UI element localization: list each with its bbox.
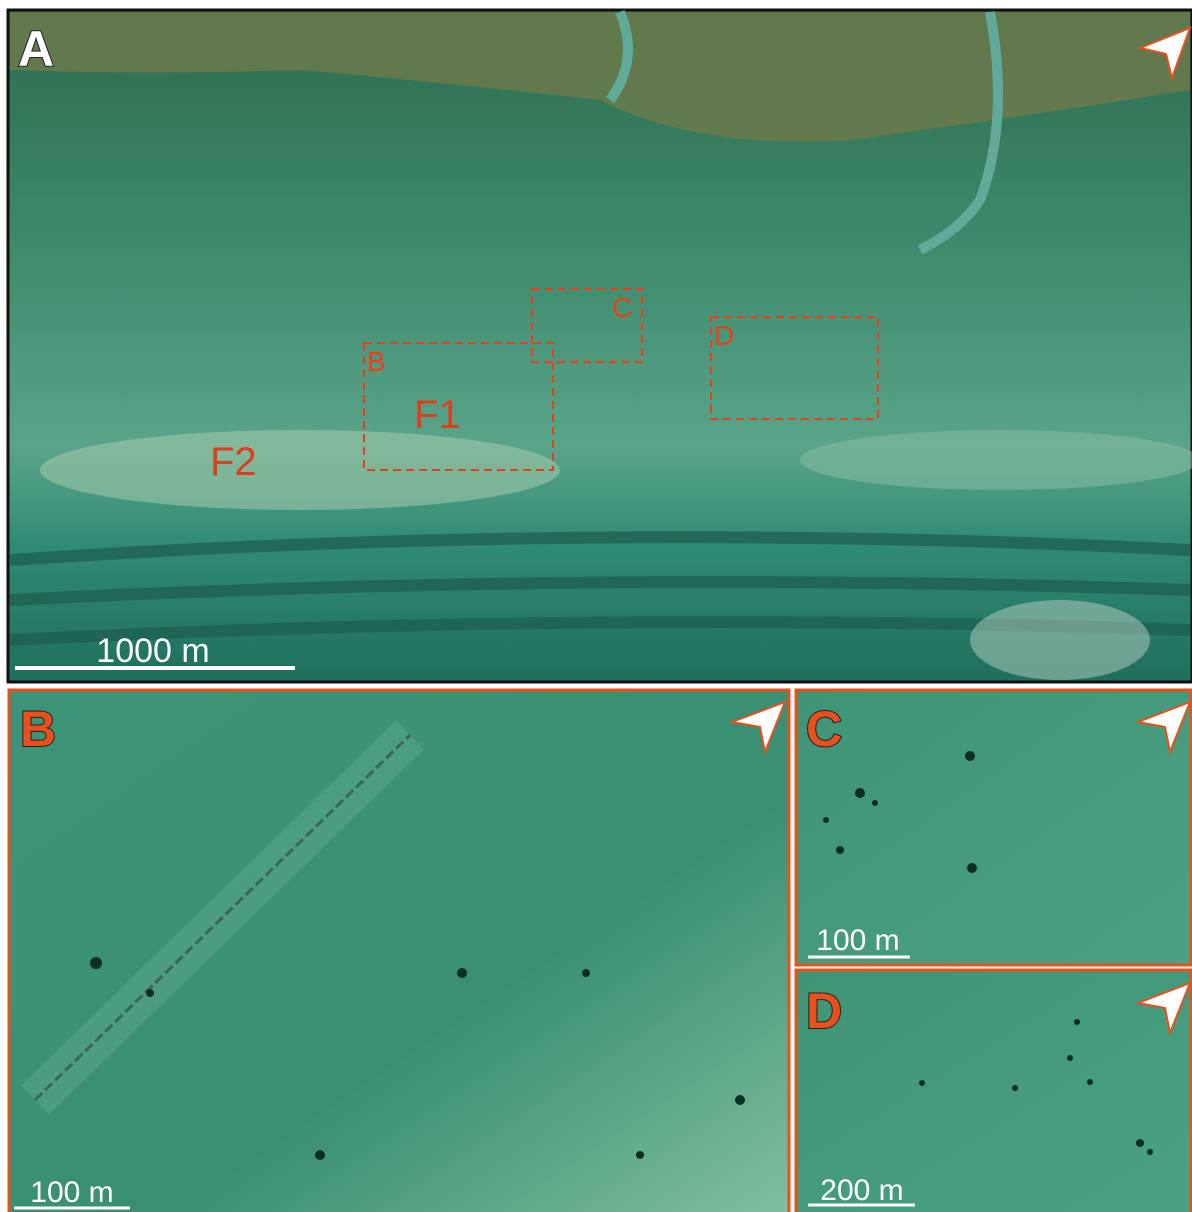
panel-label: B — [20, 701, 56, 757]
box-label: C — [612, 292, 632, 323]
sandbar — [40, 430, 560, 510]
panel-a: C D B F1 F2 A 1000 m — [8, 10, 1192, 682]
feature-label: F1 — [414, 393, 461, 437]
feature-label: F2 — [210, 440, 257, 484]
panel-b: B 100 m — [9, 690, 789, 1212]
scale-label: 200 m — [820, 1174, 903, 1207]
panel-d: D 200 m — [796, 970, 1191, 1212]
cloud — [970, 600, 1150, 680]
scale-label: 100 m — [30, 1176, 113, 1209]
panel-c: C 100 m — [796, 690, 1191, 965]
box-label: B — [367, 346, 386, 377]
box-label: D — [714, 320, 734, 351]
panel-label: D — [806, 983, 842, 1039]
figure: C D B F1 F2 A 1000 m B 100 m C 100 m — [0, 0, 1192, 1212]
panel-label: C — [806, 701, 842, 757]
panel-label: A — [18, 21, 54, 77]
scale-label: 1000 m — [96, 632, 209, 670]
scale-label: 100 m — [816, 924, 899, 957]
sandbar — [800, 430, 1192, 490]
